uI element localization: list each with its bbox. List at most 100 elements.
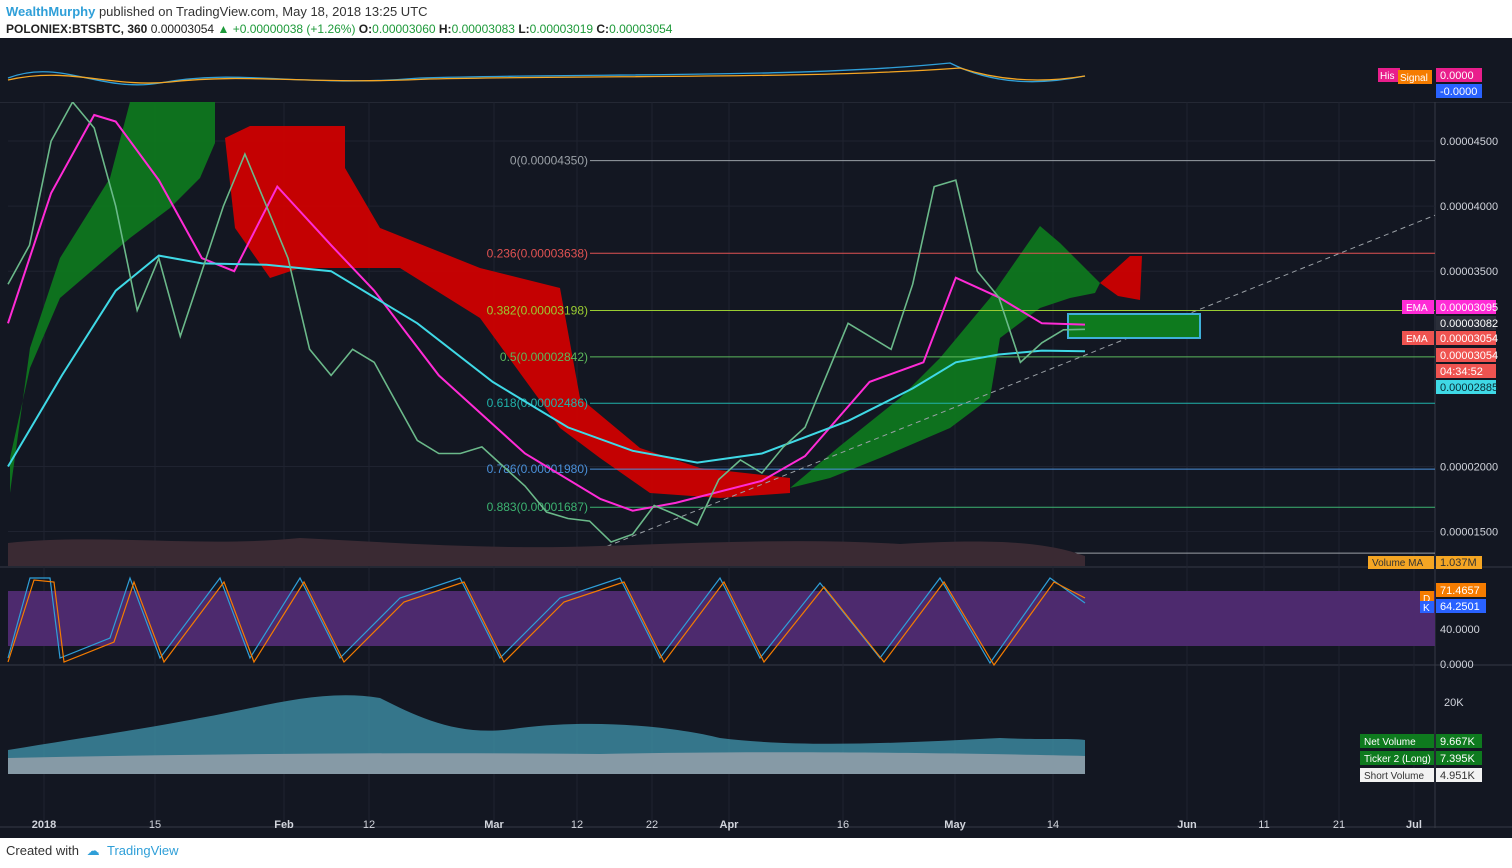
macd-line [7,62,1086,86]
macd-signal-value: -0.0000 [1440,86,1477,98]
price-tag-label-box [1402,331,1434,345]
stoch-axis-label: 40.0000 [1440,624,1480,636]
time-tick-label: Jun [1177,819,1197,831]
fib-level-label: 0(0.00004350) [510,154,588,168]
stoch-upper-value: 71.4657 [1440,585,1480,597]
symbol-label: POLONIEX:BTSBTC, 360 [6,22,148,36]
stoch-band [8,591,1435,646]
stoch-k-tag [1420,601,1434,613]
symbol-line: POLONIEX:BTSBTC, 360 0.00003054 ▲ +0.000… [6,22,672,36]
ema-line [7,113,1086,512]
macd-signal-value-tag [1436,84,1482,98]
net-volume-value: 4.951K [1440,770,1476,782]
net-volume-tag-label: Net Volume [1364,737,1416,748]
net-volume-value-tag [1436,751,1482,765]
stoch-k-line [7,576,1086,665]
stoch-axis-label: 0.0000 [1440,659,1474,671]
footer: Created with ☁ TradingView [6,843,179,859]
volume-ma-tag [1368,556,1434,569]
time-tick-label: Mar [484,819,504,831]
price-tag-box [1436,348,1496,362]
high-value: 0.00003083 [451,22,515,36]
macd-signal-label: Signal [1400,73,1428,84]
price-tick-label: 0.00002000 [1440,461,1498,473]
time-tick-label: Apr [720,819,740,831]
macd-pane [0,38,1512,102]
net-volume-value-tag [1436,768,1482,782]
time-tick-label: 14 [1047,819,1059,831]
high-label: H: [438,22,452,36]
macd-hist-value-tag [1436,68,1482,82]
net-volume-tag [1360,768,1434,782]
price-tag-box [1436,331,1496,345]
published-text: published on TradingView.com, May 18, 20… [98,4,428,19]
time-tick-label: 2018 [32,819,56,831]
fibonacci-retracement: 0(0.00004350) 0.236(0.00003638) 0.382(0.00… [487,154,1436,560]
net-volume-tag-label: Short Volume [1364,771,1424,782]
price-tag-box [1436,316,1496,330]
fib-level-label: 0.382(0.00003198) [487,304,588,318]
cloud-red-projection [1100,256,1142,300]
price-tag-label: EMA [1406,334,1428,345]
low-value: 0.00003019 [529,22,594,36]
volume-value: 1.037M [1440,557,1477,569]
net-volume-tag [1360,751,1434,765]
time-tick-label: May [944,819,966,831]
net-volume-value: 7.395K [1440,753,1476,765]
price-tick-label: 0.00003500 [1440,266,1498,278]
stoch-k-label: K [1423,603,1430,614]
price-tag-value: 0.00003054 [1440,350,1498,362]
macd-signal-line [7,67,1086,84]
net-volume-value: 9.667K [1440,736,1476,748]
time-tick-label: 12 [571,819,583,831]
trend-line [589,214,1436,554]
price-tag-value: 04:34:52 [1440,366,1483,378]
time-tick-label: Jul [1406,819,1422,831]
author-link[interactable]: WealthMurphy [6,4,96,19]
net-volume-tag [1360,734,1434,748]
fib-level-label: 0.5(0.00002842) [500,350,588,364]
macd-hist-value: 0.0000 [1440,70,1474,82]
stoch-d-label: D [1423,594,1430,605]
price-tag-box [1436,300,1496,314]
target-box [1067,313,1201,339]
axes: 2018 15 Feb 12 Mar 12 22 Apr 16 May 14 Jun 11 21 Jul 0.… [32,136,1498,831]
price-tick-label: 0.00004000 [1440,201,1498,213]
last-price: 0.00003054 [150,22,215,36]
time-tick-label: 12 [363,819,375,831]
open-value: 0.00003060 [372,22,436,36]
price-tick-label: 0.00001500 [1440,527,1498,539]
price-tag-value: 0.00003082 [1440,318,1498,330]
macd-hist-tag [1378,68,1400,82]
macd-signal-tag [1398,70,1432,84]
stoch-d-line [7,579,1086,667]
price-change: +0.00000038 (+1.26%) [232,22,356,36]
price-line [7,100,1086,543]
price-tick-label: 0.00004500 [1440,136,1498,148]
time-tick-label: 21 [1333,819,1345,831]
fib-level-label: 0.618(0.00002486) [487,396,588,410]
close-label: C: [596,22,610,36]
price-lines [7,100,1086,543]
net-volume-tag-label: Ticker 2 (Long) [1364,754,1431,765]
net-volume-value-tag [1436,734,1482,748]
short-volume-area [8,752,1085,774]
cloud-green [10,102,215,493]
fib-level-label: 0.236(0.00003638) [487,246,588,260]
price-tags: EMA 0.00003095 0.00003082 EMA 0.00003054 0.00… [1402,300,1498,394]
time-tick-label: 15 [149,819,161,831]
ema-line [7,254,1086,468]
price-tag-box [1436,364,1496,378]
price-tag-label-box [1402,300,1434,314]
tradingview-cloud-icon: ☁ [86,843,100,858]
price-tag-label: EMA [1406,303,1428,314]
price-chart[interactable]: 0(0.00004350) 0.236(0.00003638) 0.382(0.00… [0,38,1512,838]
volume-area [8,538,1085,566]
price-tag-box [1436,380,1496,394]
low-label: L: [518,22,530,36]
tradingview-link[interactable]: TradingView [107,843,179,858]
up-arrow-icon: ▲ [217,22,230,36]
volume-ma-label: Volume MA [1372,558,1423,569]
time-tick-label: Feb [274,819,294,831]
